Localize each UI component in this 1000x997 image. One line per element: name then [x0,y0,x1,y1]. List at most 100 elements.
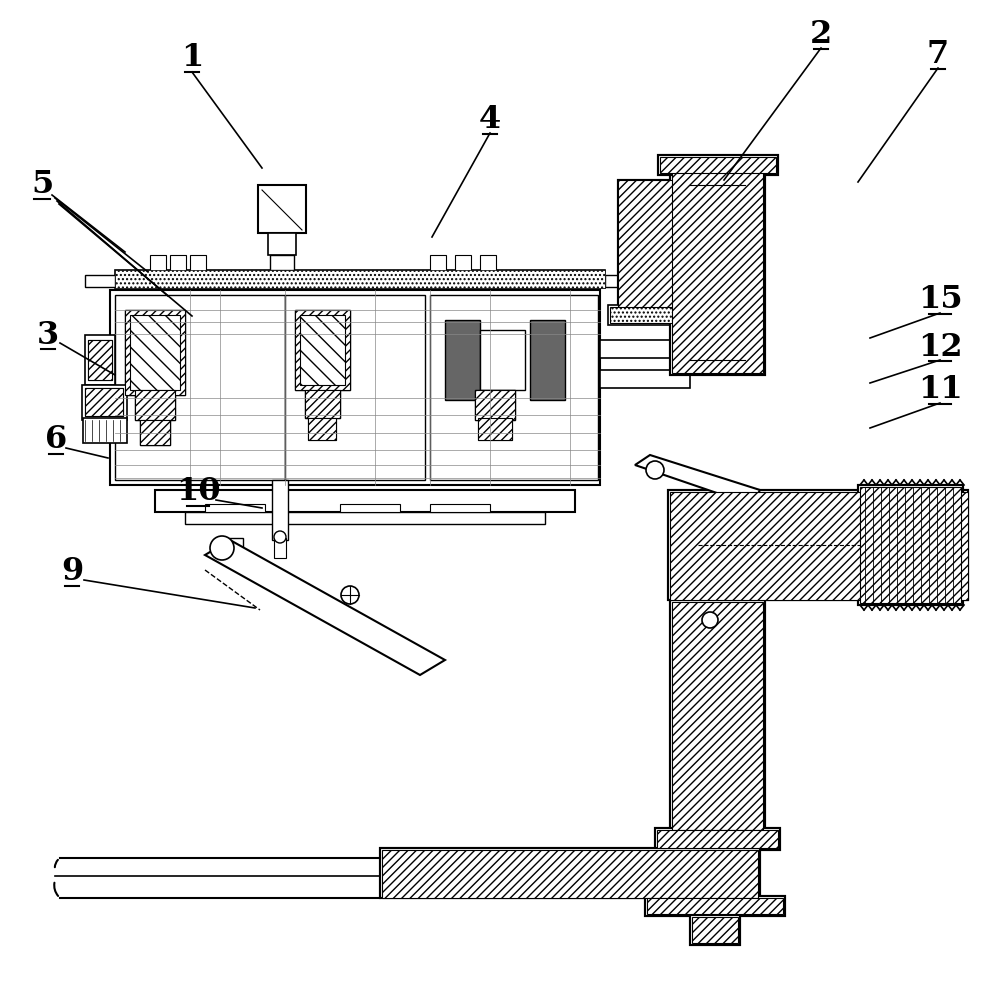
Bar [115,270,605,288]
Bar [85,275,115,287]
Bar [380,848,760,898]
Bar [618,180,703,310]
Circle shape [210,536,234,560]
Bar [115,295,285,480]
Bar [610,307,710,323]
Bar [600,370,690,388]
Bar [300,315,345,385]
Bar [430,295,598,480]
Bar [690,180,745,365]
Text: 9: 9 [61,556,83,587]
Bar [658,155,778,175]
Bar [455,255,471,271]
Bar [618,180,703,310]
Bar [382,850,758,898]
Bar [478,418,512,440]
Bar [272,480,288,540]
Text: 11: 11 [918,375,962,406]
Bar [630,200,690,290]
Text: 3: 3 [37,319,59,351]
Bar [690,510,940,580]
Bar [478,418,512,440]
Bar [185,512,545,524]
Bar [110,290,600,485]
Circle shape [702,612,718,628]
Bar [668,490,968,600]
Bar [125,310,185,395]
Bar [295,310,350,390]
Bar [475,390,515,420]
Bar [270,255,294,270]
Bar [308,418,336,440]
Bar [190,255,206,271]
Bar [530,320,565,400]
Bar [482,271,494,281]
Bar [692,917,738,943]
Bar [170,255,186,271]
Bar [670,600,765,830]
Bar [475,390,515,420]
Bar [340,504,400,512]
Bar [140,420,170,445]
Text: 15: 15 [918,284,962,315]
Text: 6: 6 [45,425,67,456]
Bar [300,315,345,385]
Circle shape [646,461,664,479]
Bar [660,157,776,173]
Bar [670,492,968,600]
Bar [858,485,963,605]
Bar [672,602,763,830]
Bar [135,390,175,420]
Bar [430,504,490,512]
Bar [658,155,778,175]
Bar [605,275,630,287]
Bar [258,185,306,233]
Bar [655,828,780,850]
Bar [305,390,340,418]
Bar [130,315,180,390]
Bar [480,330,525,390]
Bar [618,180,703,310]
Bar [140,420,170,445]
Bar [115,270,605,288]
Bar [445,320,480,400]
Bar [88,340,112,380]
Bar [690,610,745,820]
Bar [150,255,166,271]
Bar [155,490,575,512]
Bar [274,538,286,558]
Bar [285,295,425,480]
Bar [218,538,243,558]
Bar [600,340,690,358]
Bar [130,315,180,390]
Bar [432,271,444,281]
Bar [860,487,961,603]
Polygon shape [205,540,445,675]
Text: 10: 10 [176,477,220,507]
Text: 4: 4 [479,105,501,136]
Bar [480,255,496,271]
Text: 2: 2 [810,20,832,51]
Bar [380,848,760,898]
Bar [152,271,164,281]
Bar [858,485,963,605]
Bar [668,490,968,600]
Polygon shape [635,455,760,505]
Text: 5: 5 [31,169,53,200]
Bar [645,896,785,916]
Bar [690,915,740,945]
Bar [172,271,184,281]
Bar [430,255,446,271]
Bar [295,310,350,390]
Text: 1: 1 [181,43,203,74]
Text: 7: 7 [927,40,949,71]
Bar [690,915,740,945]
Bar [655,828,780,850]
Bar [670,600,765,830]
Bar [85,388,123,416]
Bar [308,418,336,440]
Bar [268,233,296,255]
Bar [88,340,112,380]
Bar [135,390,175,420]
Circle shape [274,531,286,543]
